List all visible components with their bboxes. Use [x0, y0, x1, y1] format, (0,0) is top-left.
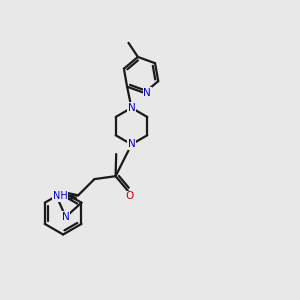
Text: O: O: [125, 191, 134, 201]
Text: NH: NH: [53, 191, 68, 201]
Text: N: N: [128, 140, 135, 149]
Text: N: N: [62, 212, 70, 222]
Text: N: N: [128, 103, 135, 113]
Text: N: N: [143, 88, 151, 98]
